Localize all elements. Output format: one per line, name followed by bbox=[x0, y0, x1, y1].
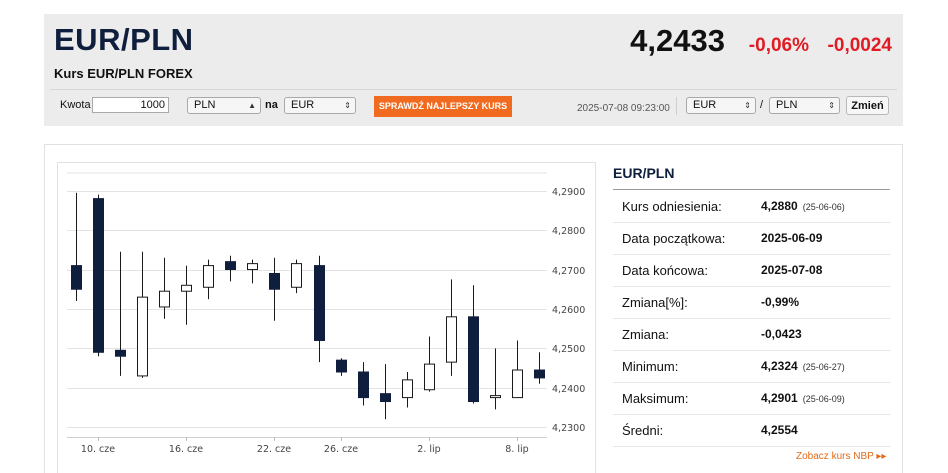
chart-card bbox=[44, 144, 903, 473]
stats-label: Minimum: bbox=[622, 359, 679, 374]
stats-value-text: 4,2880 bbox=[761, 199, 798, 213]
quote-subtitle: Kurs EUR/PLN FOREX bbox=[54, 66, 193, 81]
amount-input[interactable]: 1000 bbox=[92, 97, 169, 113]
stats-value-text: 4,2324 bbox=[761, 359, 798, 373]
select-arrows-icon: ⇕ bbox=[828, 101, 835, 110]
change-absolute: -0,0024 bbox=[827, 35, 892, 56]
stats-date: (25-06-06) bbox=[802, 202, 845, 212]
current-rate: 4,2433 bbox=[630, 23, 725, 58]
amount-label: Kwota bbox=[60, 99, 91, 111]
select-arrows-icon: ⇕ bbox=[744, 101, 751, 110]
pair-to-select[interactable]: PLN ⇕ bbox=[769, 97, 840, 114]
stats-value-text: -0,0423 bbox=[761, 327, 802, 341]
stats-value: -0,99% bbox=[761, 295, 799, 309]
stats-row: Zmiana: -0,0423 bbox=[613, 319, 890, 351]
stats-value: 4,2324 (25-06-27) bbox=[761, 359, 845, 373]
stats-row: Maksimum: 4,2901 (25-06-09) bbox=[613, 383, 890, 415]
pair-from-select[interactable]: EUR ⇕ bbox=[686, 97, 756, 114]
stats-label: Średni: bbox=[622, 423, 664, 438]
stats-date: (25-06-27) bbox=[802, 362, 845, 372]
stats-row: Minimum: 4,2324 (25-06-27) bbox=[613, 351, 890, 383]
stats-row: Zmiana[%]: -0,99% bbox=[613, 287, 890, 319]
best-rate-button[interactable]: SPRAWDŹ NAJLEPSZY KURS bbox=[374, 96, 512, 117]
select-arrows-icon: ⇕ bbox=[344, 101, 351, 110]
stats-value: 2025-06-09 bbox=[761, 231, 822, 245]
stats-row: Średni: 4,2554 bbox=[613, 415, 890, 447]
nbp-rate-link[interactable]: Zobacz kurs NBP ▸▸ bbox=[796, 451, 887, 462]
stats-value-text: 4,2554 bbox=[761, 423, 798, 437]
chart-frame bbox=[57, 162, 596, 473]
from-currency-select[interactable]: PLN ▲ bbox=[187, 97, 261, 114]
pair-separator: / bbox=[760, 99, 764, 111]
to-currency-value: EUR bbox=[291, 99, 315, 111]
pair-from-value: EUR bbox=[693, 99, 717, 111]
stats-date: (25-06-09) bbox=[802, 394, 845, 404]
stats-table: Kurs odniesienia: 4,2880 (25-06-06) Data po… bbox=[613, 191, 890, 447]
stats-label: Data początkowa: bbox=[622, 231, 726, 246]
stats-row: Kurs odniesienia: 4,2880 (25-06-06) bbox=[613, 191, 890, 223]
stats-value: 4,2880 (25-06-06) bbox=[761, 199, 845, 213]
to-currency-select[interactable]: EUR ⇕ bbox=[284, 97, 356, 114]
stats-label: Zmiana: bbox=[622, 327, 669, 342]
swap-button[interactable]: Zmień bbox=[846, 96, 889, 115]
stats-row: Data początkowa: 2025-06-09 bbox=[613, 223, 890, 255]
select-arrows-icon: ▲ bbox=[248, 101, 256, 110]
stats-value-text: -0,99% bbox=[761, 295, 800, 309]
separator bbox=[676, 97, 677, 115]
stats-value-text: 2025-06-09 bbox=[761, 231, 823, 245]
stats-value: 2025-07-08 bbox=[761, 263, 822, 277]
stats-value: -0,0423 bbox=[761, 327, 802, 341]
stats-label: Kurs odniesienia: bbox=[622, 199, 722, 214]
stats-value: 4,2901 (25-06-09) bbox=[761, 391, 845, 405]
pair-title: EUR/PLN bbox=[54, 22, 194, 57]
stats-value-text: 4,2901 bbox=[761, 391, 798, 405]
stats-label: Data końcowa: bbox=[622, 263, 708, 278]
pair-to-value: PLN bbox=[776, 99, 798, 111]
panel-divider bbox=[613, 189, 890, 190]
from-currency-value: PLN bbox=[194, 99, 216, 111]
header-divider bbox=[50, 89, 897, 90]
panel-title: EUR/PLN bbox=[613, 165, 675, 181]
quote-timestamp: 2025-07-08 09:23:00 bbox=[577, 103, 670, 114]
stats-value-text: 2025-07-08 bbox=[761, 263, 823, 277]
change-percent: -0,06% bbox=[748, 35, 809, 56]
stats-label: Zmiana[%]: bbox=[622, 295, 688, 310]
stats-row: Data końcowa: 2025-07-08 bbox=[613, 255, 890, 287]
stats-value: 4,2554 bbox=[761, 423, 798, 437]
stats-label: Maksimum: bbox=[622, 391, 689, 406]
to-label: na bbox=[265, 99, 278, 111]
